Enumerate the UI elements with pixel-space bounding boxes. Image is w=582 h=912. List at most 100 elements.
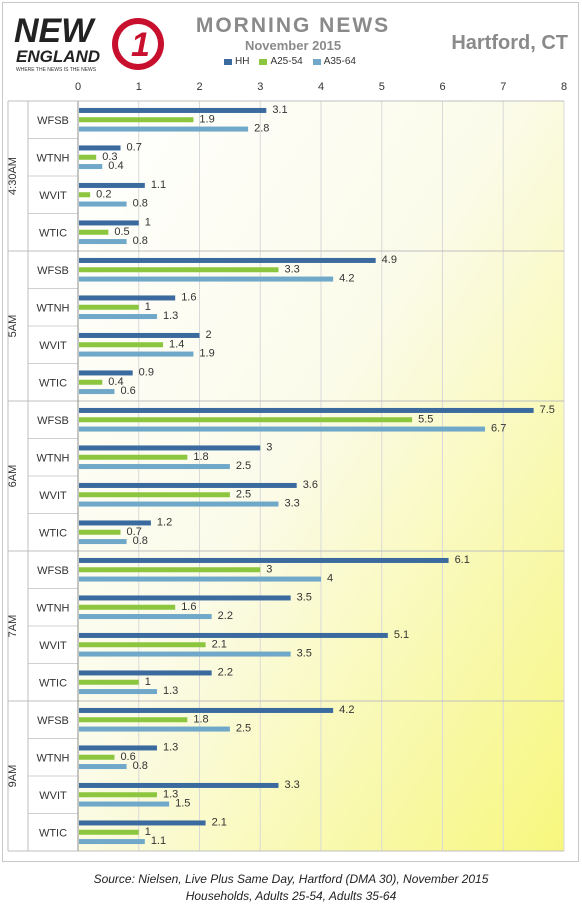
data-label: 1.3 (163, 788, 178, 800)
bar (79, 332, 200, 338)
bar (79, 407, 534, 413)
data-label: 2.5 (236, 460, 251, 472)
data-label: 2.1 (212, 816, 227, 828)
bar (79, 829, 139, 835)
bar (79, 454, 188, 460)
bar (79, 351, 194, 357)
bar (79, 754, 115, 760)
bar (79, 689, 157, 695)
data-label: 0.4 (108, 376, 123, 388)
bar (79, 576, 321, 582)
data-label: 0.6 (120, 385, 135, 397)
data-label: 3.1 (272, 104, 287, 116)
source-note: Source: Nielsen, Live Plus Same Day, Har… (0, 871, 582, 905)
station-label: WTNH (37, 152, 70, 164)
bar (79, 670, 212, 676)
data-label: 1.9 (199, 348, 214, 360)
data-label: 3.6 (303, 479, 318, 491)
data-label: 0.6 (120, 751, 135, 763)
chart-legend: HH A25-54 A35-64 (224, 56, 356, 67)
station-label: WTNH (37, 452, 70, 464)
data-label: 0.9 (139, 366, 154, 378)
station-label: WVIT (39, 190, 67, 202)
group-label: 9AM (7, 765, 19, 788)
bar (79, 614, 212, 620)
x-tick-label: 5 (379, 81, 385, 93)
data-label: 3.3 (284, 779, 299, 791)
logo-text-sub: ENGLAND (16, 47, 100, 66)
bar (79, 379, 103, 385)
bar (79, 295, 176, 301)
bar (79, 145, 121, 151)
bar (79, 445, 261, 451)
data-label: 6.1 (455, 554, 470, 566)
bar (79, 726, 230, 732)
station-label: WVIT (39, 490, 67, 502)
data-label: 1.3 (163, 310, 178, 322)
chart-title: MORNING NEWS (195, 14, 391, 37)
legend-swatch-hh (224, 58, 232, 65)
data-label: 1.5 (175, 798, 190, 810)
bar (79, 529, 121, 535)
bar (79, 154, 97, 160)
station-label: WTIC (39, 377, 67, 389)
bar (79, 107, 267, 113)
bar (79, 117, 194, 123)
station-label: WTNH (37, 752, 70, 764)
data-label: 5.1 (394, 629, 409, 641)
data-label: 6.7 (491, 423, 506, 435)
group-label: 6AM (7, 465, 19, 488)
bar (79, 492, 230, 498)
x-tick-label: 8 (561, 81, 567, 93)
bar (79, 164, 103, 170)
bar (79, 229, 109, 235)
station-label: WVIT (39, 340, 67, 352)
station-label: WVIT (39, 640, 67, 652)
bar (79, 417, 413, 423)
legend-swatch-a25-54 (259, 58, 268, 65)
bar (79, 501, 279, 507)
group-label: 7AM (7, 615, 19, 638)
legend-label-a25-54: A25-54 (270, 56, 303, 67)
x-tick-label: 1 (136, 81, 142, 93)
data-label: 1.6 (181, 291, 196, 303)
bar (79, 389, 115, 395)
market-label: Hartford, CT (451, 32, 568, 54)
data-label: 7.5 (540, 404, 555, 416)
bar (79, 126, 249, 132)
x-tick-label: 3 (257, 81, 263, 93)
station-label: WTNH (37, 602, 70, 614)
legend-item-a25-54: A25-54 (259, 56, 303, 67)
bar (79, 717, 188, 723)
legend-item-hh: HH (224, 56, 249, 67)
data-label: 1.3 (163, 741, 178, 753)
data-label: 2.5 (236, 488, 251, 500)
legend-swatch-a35-64 (312, 58, 321, 65)
bar (79, 792, 157, 798)
bar (79, 557, 449, 563)
data-label: 2.2 (218, 610, 233, 622)
bar (79, 632, 388, 638)
data-label: 0.7 (127, 526, 142, 538)
x-tick-label: 2 (196, 81, 202, 93)
source-line-1: Source: Nielsen, Live Plus Same Day, Har… (93, 872, 489, 886)
chart-subtitle: November 2015 (244, 38, 342, 53)
data-label: 1.2 (157, 516, 172, 528)
legend-label-hh: HH (235, 56, 250, 67)
bar (79, 201, 127, 207)
data-label: 4 (327, 573, 333, 585)
station-label: WTNH (37, 302, 70, 314)
data-label: 0.3 (102, 151, 117, 163)
legend-label-a35-64: A35-64 (323, 56, 356, 67)
x-tick-label: 0 (75, 81, 81, 93)
logo-inner-circle (118, 24, 158, 64)
station-label: WTIC (39, 827, 67, 839)
data-label: 3.5 (297, 591, 312, 603)
data-label: 2.5 (236, 723, 251, 735)
bar (79, 782, 279, 788)
data-label: 3 (266, 441, 272, 453)
legend-item-a35-64: A35-64 (312, 56, 356, 67)
bar (79, 370, 133, 376)
bar (79, 820, 206, 826)
data-label: 0.4 (108, 160, 123, 172)
